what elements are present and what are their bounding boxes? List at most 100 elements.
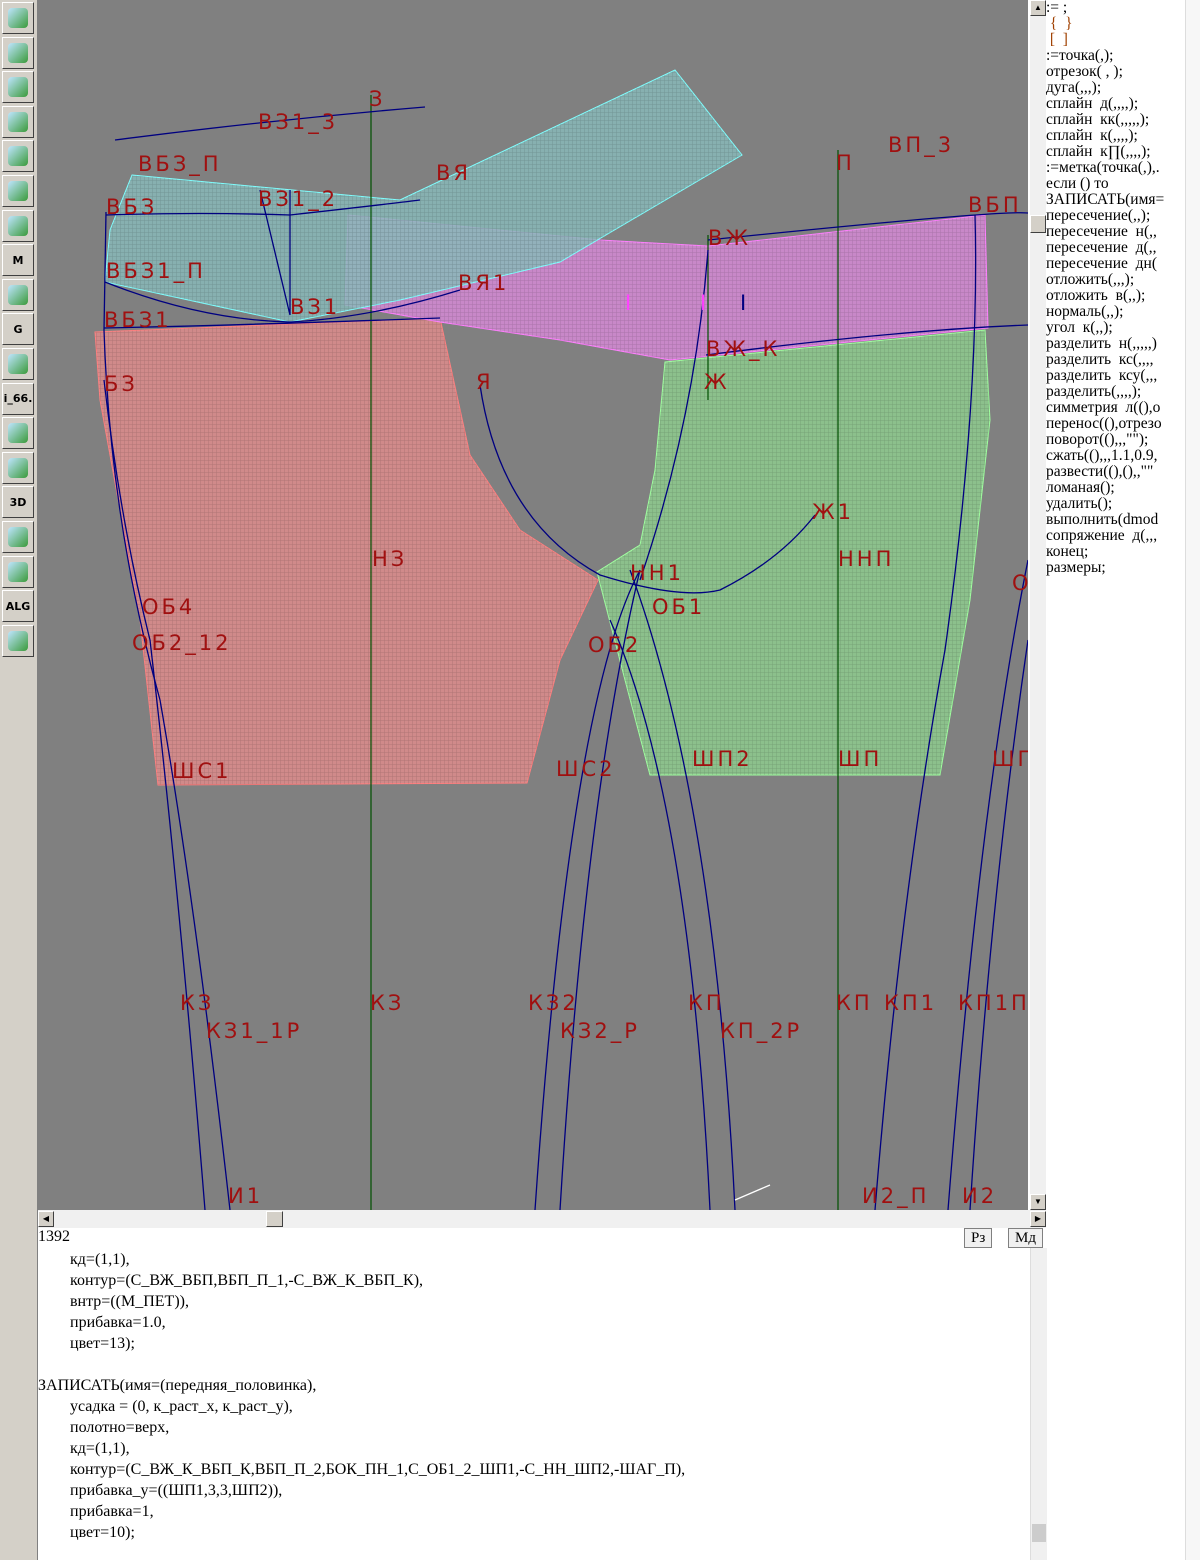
md-button[interactable]: Мд <box>1008 1228 1043 1248</box>
palette-item[interactable]: ломаная(); <box>1046 479 1115 496</box>
code-line[interactable]: цвет=13); <box>38 1335 135 1352</box>
segment-icon[interactable] <box>2 140 34 173</box>
horizontal-scroll-thumb[interactable] <box>266 1211 283 1227</box>
pattern-piece-icon[interactable] <box>2 209 34 242</box>
scroll-down-arrow-icon[interactable]: ▼ <box>1030 1194 1046 1210</box>
avatar-icon[interactable] <box>2 451 34 484</box>
icon-glyph <box>8 527 28 547</box>
code-line[interactable]: ЗАПИСАТЬ(имя=(передняя_половинка), <box>38 1377 317 1394</box>
palette-item[interactable]: угол к(,,); <box>1046 319 1113 336</box>
palette-item[interactable]: пересечение д(,, <box>1046 239 1157 256</box>
label: ВБЗ1_П <box>106 259 206 284</box>
code-editor[interactable]: кд=(1,1), контур=(С_ВЖ_ВБП,ВБП_П_1,-С_ВЖ… <box>38 1248 1030 1561</box>
label: КЗ <box>370 991 404 1015</box>
palette-item[interactable]: сплайн кк(,,,,,); <box>1046 111 1150 128</box>
palette-item[interactable]: перенос((),отрезо <box>1046 415 1162 432</box>
palette-item[interactable]: симметрия л((),о <box>1046 399 1161 416</box>
palette-item[interactable]: [ ] <box>1046 31 1068 48</box>
code-line[interactable]: цвет=10); <box>38 1524 135 1541</box>
code-line[interactable]: прибавка=1, <box>38 1503 154 1520</box>
scroll-left-arrow-icon[interactable]: ◀ <box>38 1211 54 1227</box>
palette-item[interactable]: :=метка(точка(,),. <box>1046 159 1160 176</box>
code-line[interactable]: контур=(С_ВЖ_ВБП,ВБП_П_1,-С_ВЖ_К_ВБП_К), <box>38 1272 424 1289</box>
model-icon[interactable]: M <box>2 244 34 277</box>
grid-icon[interactable] <box>2 105 34 138</box>
zoom-fit-icon[interactable] <box>2 71 34 104</box>
code-line[interactable]: усадка = (0, к_раст_х, к_раст_у), <box>38 1398 293 1415</box>
pattern-drawing[interactable]: ВЗ1_3 З ВБЗ_П ВЯ ВБЗ ВЗ1_2 ВБЗ1_П ВЯ1 ВЗ… <box>38 0 1028 1210</box>
compass-icon[interactable] <box>2 278 34 311</box>
exit-icon[interactable] <box>2 624 34 657</box>
books-icon[interactable] <box>2 555 34 588</box>
palette-item[interactable]: сопряжение д(,,, <box>1046 527 1158 544</box>
3d-icon[interactable]: 3D <box>2 486 34 519</box>
icon-glyph <box>8 423 28 444</box>
palette-item[interactable]: отложить(,,,); <box>1046 271 1135 288</box>
back-half-hatch <box>95 318 598 785</box>
palette-item[interactable]: := ; <box>1046 0 1068 16</box>
scroll-right-arrow-icon[interactable]: ▶ <box>1030 1211 1046 1227</box>
palette-item[interactable]: поворот((),,,""); <box>1046 431 1149 448</box>
code-line[interactable]: кд=(1,1), <box>38 1251 130 1268</box>
canvas-vertical-scrollbar[interactable]: ▲ ▼ <box>1030 0 1046 1210</box>
palette-item[interactable]: выполнить(dmod <box>1046 511 1159 528</box>
code-line[interactable]: внтр=((М_ПЕТ)), <box>38 1293 189 1310</box>
code-line[interactable]: прибавка=1.0, <box>38 1314 166 1331</box>
zoom-in-icon[interactable] <box>2 2 34 34</box>
palette-item[interactable]: :=точка(,); <box>1046 47 1114 64</box>
palette-item[interactable]: отложить в(,,); <box>1046 287 1146 304</box>
palette-item[interactable]: разделить н(,,,,,) <box>1046 335 1157 352</box>
palette-item[interactable]: отрезок( , ); <box>1046 63 1123 80</box>
palette-item[interactable]: { } <box>1046 15 1073 32</box>
palette-item[interactable]: пересечение дн( <box>1046 255 1157 272</box>
zoom-out-icon[interactable] <box>2 36 34 69</box>
list-icon[interactable] <box>2 521 34 553</box>
label: О <box>1012 571 1028 595</box>
palette-item[interactable]: разделить кс(,,,, <box>1046 351 1154 368</box>
rz-button[interactable]: Рз <box>964 1228 993 1248</box>
code-scrollbar[interactable] <box>1030 1248 1047 1560</box>
code-line[interactable]: кд=(1,1), <box>38 1440 130 1457</box>
table-icon[interactable] <box>2 417 34 450</box>
palette-item[interactable]: развести((),(),,"" <box>1046 463 1154 480</box>
palette-scrollbar[interactable] <box>1185 0 1200 1560</box>
palette-item[interactable]: сплайн к∏(,,,,); <box>1046 143 1151 160</box>
vertical-scroll-thumb[interactable] <box>1030 215 1046 233</box>
code-scroll-thumb[interactable] <box>1032 1524 1046 1542</box>
palette-item[interactable]: удалить(); <box>1046 495 1113 512</box>
palette-item[interactable]: пересечение н(,, <box>1046 223 1157 240</box>
icon-glyph <box>8 77 28 98</box>
palette-item[interactable]: если () то <box>1046 175 1109 192</box>
palette-item[interactable]: разделить(,,,,); <box>1046 383 1142 400</box>
code-line[interactable]: прибавка_у=((ШП1,3,3,ШП2)), <box>38 1482 283 1499</box>
code-line[interactable]: полотно=верх, <box>38 1419 170 1436</box>
axis-lines <box>370 95 839 1210</box>
label: КЗ <box>180 991 214 1015</box>
icon-glyph <box>8 111 28 132</box>
grading-icon[interactable]: G <box>2 313 34 346</box>
label: КП1 <box>884 991 937 1015</box>
line-number: 1392 <box>38 1228 70 1245</box>
version-icon[interactable]: i_66. <box>2 382 34 415</box>
palette-item[interactable]: нормаль(,,); <box>1046 303 1124 320</box>
palette-item[interactable]: конец; <box>1046 543 1089 560</box>
drawing-canvas[interactable]: ВЗ1_3 З ВБЗ_П ВЯ ВБЗ ВЗ1_2 ВБЗ1_П ВЯ1 ВЗ… <box>38 0 1028 1210</box>
palette-item[interactable]: сжать((),,,1.1,0.9, <box>1046 447 1158 464</box>
label: КЗ1_1Р <box>206 1019 302 1044</box>
scroll-up-arrow-icon[interactable]: ▲ <box>1030 0 1046 16</box>
map-icon[interactable] <box>2 175 34 207</box>
algorithm-icon[interactable]: ALG <box>2 590 34 623</box>
code-line[interactable]: контур=(С_ВЖ_К_ВБП_К,ВБП_П_2,БОК_ПН_1,С_… <box>38 1461 686 1478</box>
code-line[interactable] <box>38 1354 1030 1375</box>
palette-item[interactable]: сплайн д(,,,,); <box>1046 95 1139 112</box>
label: ВБП <box>968 193 1022 217</box>
palette-item[interactable]: разделить ксу(,,, <box>1046 367 1158 384</box>
palette-item[interactable]: ЗАПИСАТЬ(имя= <box>1046 191 1165 208</box>
measurements-icon[interactable] <box>2 348 34 380</box>
palette-item[interactable]: дуга(,,,); <box>1046 79 1102 96</box>
icon-glyph <box>8 215 28 236</box>
palette-item[interactable]: сплайн к(,,,,); <box>1046 127 1138 144</box>
canvas-horizontal-scrollbar[interactable]: ◀ ▶ <box>38 1210 1046 1228</box>
palette-item[interactable]: размеры; <box>1046 559 1106 576</box>
palette-item[interactable]: пересечение(,,); <box>1046 207 1151 224</box>
